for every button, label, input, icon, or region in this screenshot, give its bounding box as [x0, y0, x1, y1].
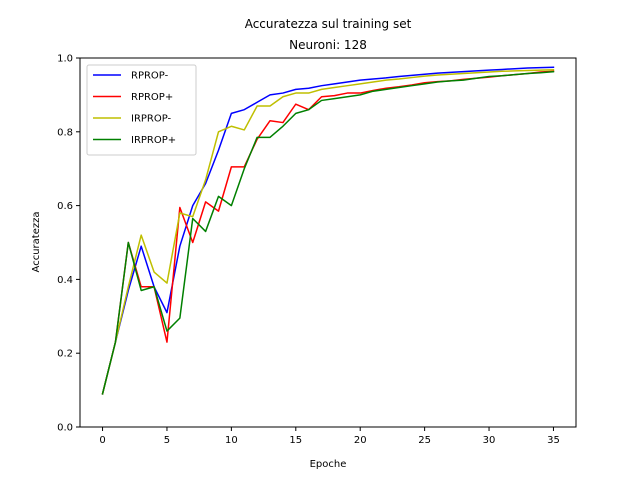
legend-label: RPROP+ — [131, 92, 173, 103]
x-tick-label: 15 — [289, 435, 302, 446]
x-tick-label: 0 — [99, 435, 105, 446]
y-tick-label: 1.0 — [57, 54, 73, 65]
y-tick-label: 0.0 — [57, 423, 73, 434]
x-tick-label: 25 — [418, 435, 431, 446]
x-tick-label: 30 — [483, 435, 496, 446]
chart-title: Accuratezza sul training set — [245, 17, 412, 31]
series-line-irprop- — [101, 70, 555, 395]
legend-label: RPROP- — [131, 71, 169, 82]
y-axis: 0.0 0.2 0.4 0.6 0.8 1.0 — [57, 54, 80, 434]
x-axis-label: Epoche — [310, 459, 347, 470]
legend-box — [86, 64, 197, 156]
series-line-rprop- — [101, 66, 555, 395]
y-tick-label: 0.6 — [57, 201, 73, 212]
legend-label: IRPROP+ — [131, 135, 176, 146]
y-tick-label: 0.8 — [57, 127, 73, 138]
series-line-irprop- — [101, 69, 555, 395]
x-tick-label: 35 — [547, 435, 560, 446]
series-group — [101, 66, 555, 395]
x-tick-label: 5 — [164, 435, 170, 446]
y-tick-label: 0.2 — [57, 349, 73, 360]
x-tick-label: 20 — [354, 435, 367, 446]
plot-frame — [79, 57, 577, 428]
y-axis-label: Accuratezza — [31, 212, 42, 273]
y-tick-label: 0.4 — [57, 275, 73, 286]
chart-subtitle: Neuroni: 128 — [289, 38, 367, 52]
x-axis: 0 5 10 15 20 25 30 35 — [99, 427, 560, 446]
legend-label: IRPROP- — [131, 114, 172, 125]
legend: RPROP- RPROP+ IRPROP- IRPROP+ — [86, 64, 197, 156]
x-tick-label: 10 — [225, 435, 238, 446]
